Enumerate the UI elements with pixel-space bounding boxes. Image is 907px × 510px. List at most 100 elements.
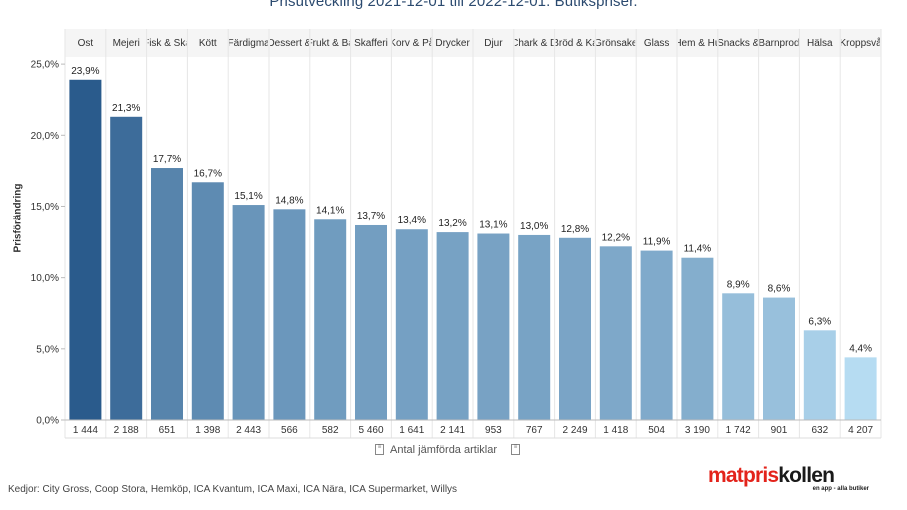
logo-tagline: en app - alla butiker [812,486,869,492]
x-axis-title: Antal jämförda artiklar [390,444,497,456]
count-label: 1 742 [726,425,751,436]
bar [110,116,143,420]
category-header: Bröd & Ka [552,38,598,49]
count-label: 2 141 [440,425,465,436]
y-tick-label: 5,0% [36,344,59,355]
value-label: 8,9% [727,279,750,290]
category-header: Färdigma [227,38,270,49]
value-label: 13,7% [357,211,385,222]
value-label: 6,3% [808,316,831,327]
value-label: 15,1% [234,191,262,202]
category-header: Snacks & [717,38,760,49]
category-header: Korv & På [389,37,434,49]
y-tick-label: 20,0% [31,131,59,142]
count-label: 632 [811,425,828,436]
y-tick-label: 15,0% [31,202,59,213]
bar [640,250,673,420]
grid-lines [64,29,882,438]
sort-icon-right[interactable]: ≡ [511,444,520,455]
category-header: Kött [199,38,217,49]
count-label: 1 418 [603,425,628,436]
count-label: 504 [648,425,665,436]
bar [599,246,632,420]
bar [559,237,591,420]
bar [395,229,428,420]
count-label: 2 443 [236,425,261,436]
bar [477,233,510,420]
value-label: 23,9% [71,66,99,77]
bar [681,257,714,420]
logo-wordmark: matpriskollen [708,464,835,488]
category-header: Kroppsvå [839,37,882,49]
bar [436,232,469,420]
count-label: 566 [281,425,298,436]
category-header: Glass [644,38,670,49]
value-label: 16,7% [194,168,222,179]
logo-text-dark: kollen [778,464,835,487]
count-label: 4 207 [848,425,873,436]
value-label: 21,3% [112,103,140,114]
category-header: Fisk & Ska [143,38,191,49]
value-label: 13,4% [398,215,426,226]
sort-icon[interactable]: ≡ [375,444,384,455]
chart-title: Prisutveckling 2021-12-01 till 2022-12-0… [269,0,638,10]
category-header: Mejeri [113,38,140,49]
count-labels: 1 444 2 188 651 1 398 2 443 566 582 5 460 1 641 2… [73,425,874,436]
count-label: 651 [159,425,176,436]
category-header: Drycker [435,38,470,49]
category-header: Frukt & Ba [307,38,355,49]
count-label: 1 444 [73,425,98,436]
bar [232,205,265,420]
category-header: Skafferi [354,38,388,49]
value-label: 13,0% [520,221,548,232]
bar [151,168,183,420]
count-label: 582 [322,425,339,436]
value-label: 14,1% [316,205,344,216]
value-label: 11,4% [684,244,712,255]
count-label: 1 398 [195,425,220,436]
count-label: 3 190 [685,425,710,436]
count-label: 953 [485,425,502,436]
value-label: 13,1% [479,220,507,231]
value-label: 13,2% [438,218,466,229]
count-label: 901 [771,425,788,436]
matpriskollen-logo: matpriskollen en app - alla butiker [708,464,873,494]
value-label: 14,8% [275,195,303,206]
value-label: 11,9% [643,237,671,248]
count-label: 1 641 [399,425,424,436]
bar [273,209,306,420]
category-header: Hälsa [807,38,833,49]
category-header: Barnprod [758,38,799,49]
category-header: Grönsake [594,38,638,49]
bars [69,79,877,420]
value-label: 8,6% [768,284,791,295]
y-axis-ticks: 0,0% 5,0% 10,0% 15,0% 20,0% 25,0% [31,60,65,427]
value-label: 17,7% [153,154,181,165]
y-axis-title: Prisförändring [11,163,25,273]
value-label: 12,8% [561,224,589,235]
bar [763,297,795,420]
count-label: 767 [526,425,543,436]
y-axis-title-text: Prisförändring [12,183,24,253]
bar [69,79,102,420]
category-header: Chark & D [511,38,557,49]
bar [844,357,877,420]
value-label: 4,4% [849,343,872,354]
count-label: 2 249 [562,425,587,436]
bar [314,219,347,420]
category-header: Djur [484,38,503,49]
count-label: 2 188 [114,425,139,436]
category-header: Dessert & [267,38,311,49]
y-tick-label: 25,0% [31,60,59,71]
y-tick-label: 10,0% [31,273,59,284]
value-labels: 23,9% 21,3% 17,7% 16,7% 15,1% 14,8% 14,1% 13,7%… [71,66,872,355]
y-tick-label: 0,0% [36,416,59,427]
x-axis-footer[interactable]: ≡ Antal jämförda artiklar ≡ [375,443,520,457]
bar [722,293,755,420]
count-label: 5 460 [358,425,383,436]
category-header: Hem & Hu [674,38,720,49]
value-label: 12,2% [602,232,630,243]
sources-note: Kedjor: City Gross, Coop Stora, Hemköp, … [8,484,458,495]
